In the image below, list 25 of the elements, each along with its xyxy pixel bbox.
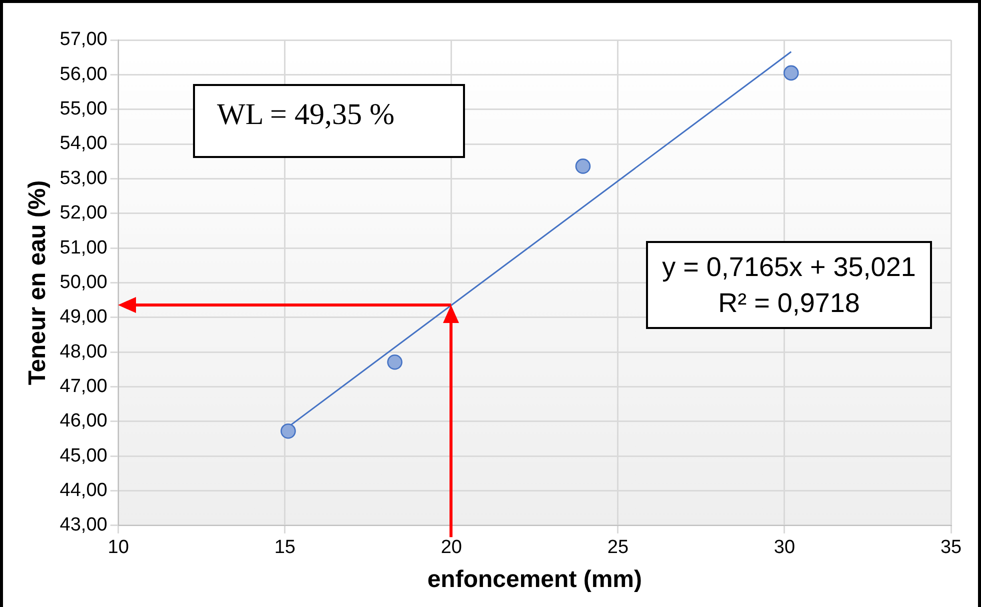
y-tick-label: 53,00	[60, 168, 108, 189]
x-tick-label: 30	[774, 537, 796, 558]
x-tick-label: 25	[607, 537, 629, 558]
y-tick-label: 48,00	[60, 341, 108, 362]
y-tick-label: 55,00	[60, 98, 108, 120]
y-tick-label: 45,00	[60, 445, 108, 466]
y-tick-label: 57,00	[60, 29, 108, 50]
y-tick-label: 44,00	[60, 480, 108, 501]
y-tick-label: 56,00	[60, 64, 108, 85]
y-tick-label: 43,00	[60, 514, 108, 536]
x-tick-label: 20	[440, 537, 462, 558]
x-tick-label: 10	[108, 537, 129, 558]
y-tick-label: 51,00	[60, 237, 108, 258]
y-tick-label: 52,00	[60, 202, 108, 224]
x-tick-label: 15	[274, 537, 296, 558]
x-tick-label: 35	[940, 537, 962, 558]
y-tick-label: 47,00	[60, 376, 108, 397]
y-tick-label: 50,00	[60, 272, 108, 293]
annotation: WL = 49,35 %	[193, 84, 465, 158]
y-axis-title: Teneur en eau (%)	[24, 180, 52, 386]
y-tick-label: 46,00	[60, 410, 108, 432]
annotation: y = 0,7165x + 35,021 R² = 0,9718	[646, 241, 932, 329]
y-tick-label: 49,00	[60, 306, 108, 328]
y-tick-label: 54,00	[60, 133, 108, 154]
x-axis-title: enfoncement (mm)	[427, 566, 642, 594]
